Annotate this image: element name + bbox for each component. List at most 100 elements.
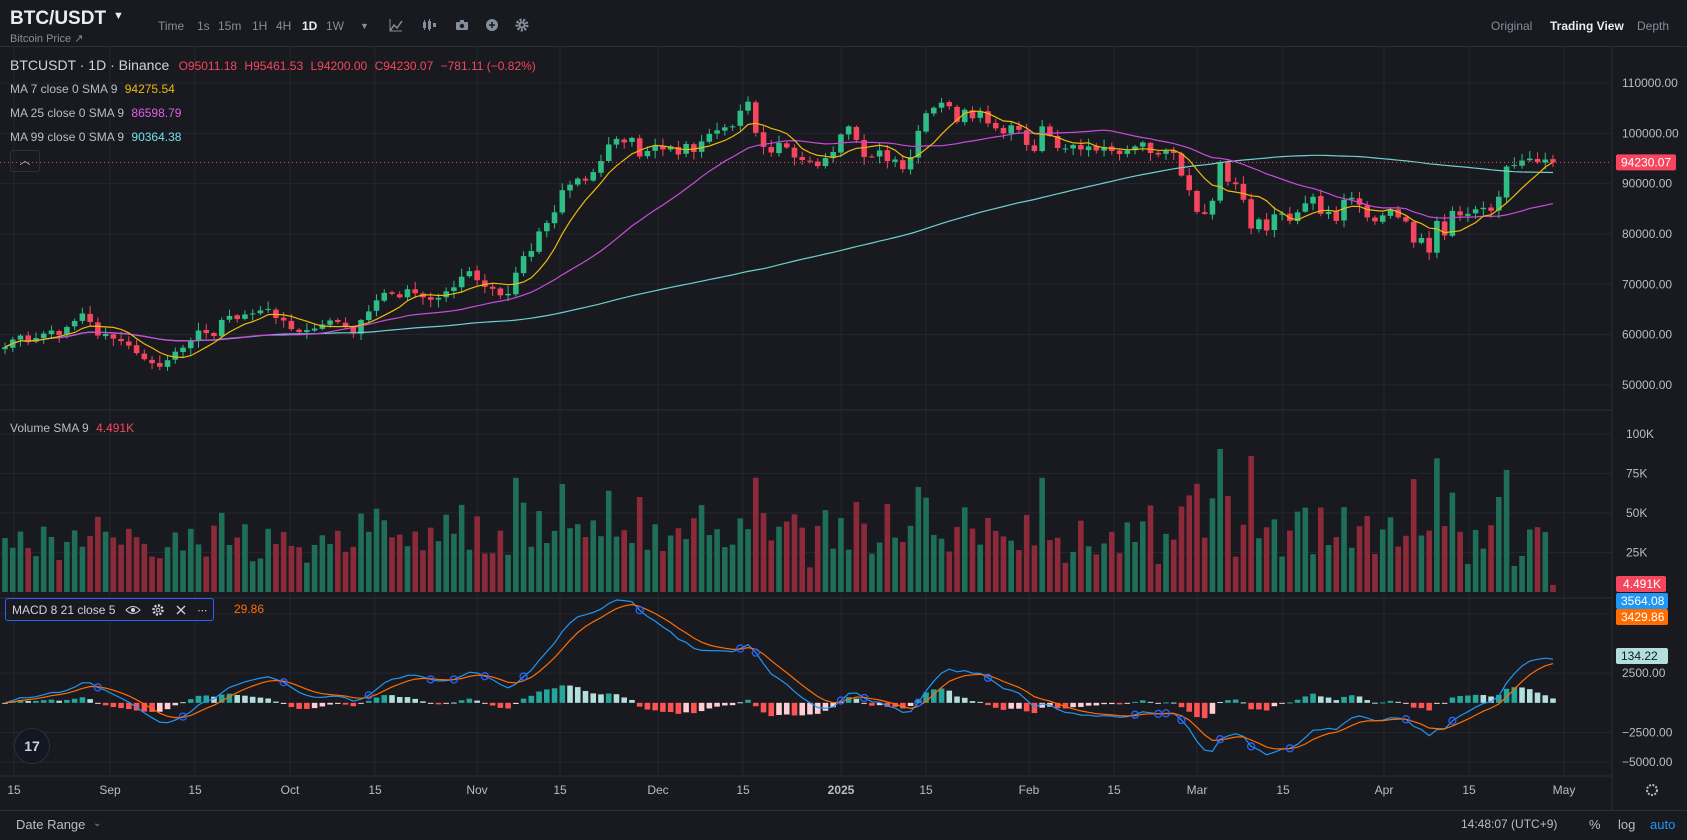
tf-1d[interactable]: 1D [302,19,318,33]
candle-body [582,178,589,181]
macd-cross-marker [1216,735,1225,744]
view-trading-view[interactable]: Trading View [1550,19,1624,33]
volume-bar [149,556,155,592]
macd-histogram-bar [118,702,124,709]
camera-icon[interactable] [454,17,470,33]
macd-histogram-bar [776,702,782,715]
price-tick-label: 110000.00 [1622,76,1678,90]
volume-bar [528,546,535,592]
indicator-icon[interactable] [388,17,404,33]
candle-body [783,143,790,148]
tf-1w[interactable]: 1W [326,19,344,33]
candle-body [505,293,511,296]
more-icon[interactable]: ∙∙∙ [197,602,208,617]
volume-bar [273,543,279,592]
volume-bar [822,510,829,592]
top-bar: BTC/USDT ▼ Bitcoin Price ↗ Time 1s 15m 1… [0,0,1687,47]
macd-histogram-bar [249,696,256,703]
collapse-legend-button[interactable]: ︿ [10,150,40,172]
eye-icon[interactable] [125,604,142,616]
volume-bar [71,530,78,592]
macd-histogram-bar [242,695,248,703]
view-original[interactable]: Original [1491,19,1533,33]
candle-body [1248,199,1254,229]
time-tick-label: 15 [188,783,202,797]
tf-1h[interactable]: 1H [252,19,268,33]
ma7-legend[interactable]: MA 7 close 0 SMA 9 94275.54 [10,82,175,96]
add-icon[interactable] [484,17,500,33]
candle-body [404,289,411,298]
candle-body [1294,212,1301,222]
date-range-chevron-icon[interactable]: ⌄ [93,818,102,829]
volume-bar [605,490,612,592]
tf-time[interactable]: Time [158,19,185,33]
volume-bar [582,537,589,592]
auto-toggle[interactable]: auto [1650,817,1676,832]
candle-body [1054,135,1061,148]
settings-icon[interactable] [151,603,165,617]
volume-bar [1488,525,1494,592]
candle-body [1016,125,1022,130]
candle-body [985,111,991,124]
macd-histogram-bar [497,702,504,708]
macd-legend[interactable]: MACD 8 21 close 5 ∙∙∙ [5,598,215,621]
close-icon[interactable] [175,604,187,616]
candle-body [629,137,635,142]
pair-title[interactable]: BTC/USDT [10,8,107,29]
macd-histogram-bar [164,702,171,710]
volume-label: Volume SMA 9 [10,421,89,435]
volume-bar [892,537,898,592]
macd-histogram-bar [1054,702,1061,709]
tradingview-logo-icon[interactable]: 17 [14,728,50,764]
view-depth[interactable]: Depth [1637,19,1670,33]
volume-bar [482,553,488,592]
settings-gear-icon[interactable] [514,17,530,33]
macd-histogram-bar [195,695,202,703]
macd-value-label: 3429.86 [1621,610,1665,624]
tf-15m[interactable]: 15m [218,19,242,33]
volume-legend[interactable]: Volume SMA 9 4.491K [10,421,134,435]
volume-bar [1441,526,1448,592]
ma99-legend[interactable]: MA 99 close 0 SMA 9 90364.38 [10,130,181,144]
volume-bar [691,518,697,592]
volume-bar [389,537,395,592]
macd-histogram-bar [667,702,674,713]
macd-histogram-bar [1279,702,1285,704]
tf-4h[interactable]: 4H [276,19,292,33]
macd-histogram-bar [582,690,589,703]
axis-settings-icon[interactable] [1646,784,1658,796]
tf-1s[interactable]: 1s [197,19,210,33]
pair-dropdown-icon[interactable]: ▼ [113,10,124,22]
volume-bar [1016,550,1022,592]
volume-bar [783,521,790,592]
macd-histogram-bar [807,702,813,715]
volume-bar [1000,536,1007,592]
macd-histogram-bar [892,702,898,707]
clock-time[interactable]: 14:48:07 (UTC+9) [1461,817,1558,831]
macd-histogram-bar [1465,695,1471,703]
candle-body [1062,148,1069,150]
time-tick-label: Sep [99,783,121,797]
volume-bar [1147,505,1154,592]
symbol-label: BTCUSDT · 1D · Binance [10,57,170,73]
tf-more-icon[interactable]: ▼ [360,21,369,31]
price-chart[interactable]: 110000.00 100000.00 90000.00 80000.00 70000.… [0,46,1687,810]
date-range-button[interactable]: Date Range [16,817,86,832]
macd-histogram-bar [1418,702,1425,709]
log-toggle[interactable]: log [1618,817,1636,832]
macd-histogram-bar [760,702,767,713]
macd-histogram-bar [977,701,984,703]
macd-histogram-bar [1271,702,1278,707]
macd-histogram-bar [273,701,279,703]
macd-histogram-bar [1240,702,1247,704]
ma25-legend[interactable]: MA 25 close 0 SMA 9 86598.79 [10,106,181,120]
macd-histogram-bar [203,695,210,703]
pair-subtitle-link[interactable]: Bitcoin Price ↗ [10,33,84,45]
chart-type-icon[interactable] [421,17,437,33]
candle-body [1465,213,1471,216]
macd-histogram-bar [1318,696,1324,703]
macd-histogram-bar [698,702,705,712]
candle-body [1170,150,1177,153]
percent-toggle[interactable]: % [1589,817,1601,832]
macd-histogram-bar [985,702,991,706]
